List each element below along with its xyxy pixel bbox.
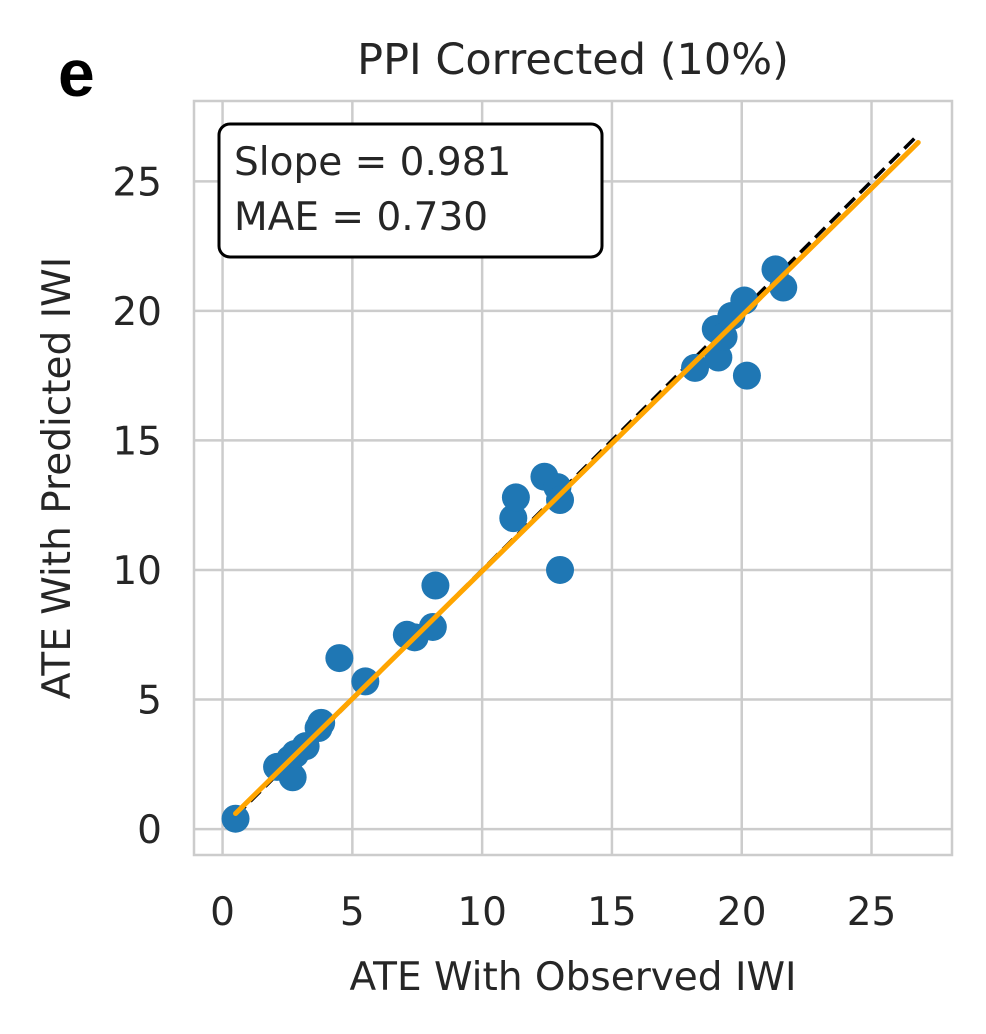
scatter-point (221, 804, 250, 833)
x-tick-label: 0 (210, 890, 235, 935)
scatter-point (421, 571, 450, 600)
x-tick-labels: 0 5 10 15 20 25 (210, 890, 896, 935)
x-tick-label: 25 (847, 890, 897, 935)
scatter-point (681, 353, 710, 382)
y-tick-labels: 0 5 10 15 20 25 (112, 160, 162, 853)
y-tick-label: 5 (137, 679, 162, 724)
scatter-point (546, 486, 575, 515)
scatter-point (499, 504, 528, 533)
y-tick-label: 15 (112, 419, 162, 464)
scatter-point (546, 555, 575, 584)
data-points (221, 139, 921, 833)
x-tick-label: 10 (457, 890, 507, 935)
plot-frame (192, 99, 954, 857)
y-tick-label: 0 (137, 808, 162, 853)
scatter-point (307, 708, 336, 737)
scatter-point (732, 361, 761, 390)
slope-text: Slope = 0.981 (234, 140, 511, 185)
x-tick-label: 20 (717, 890, 767, 935)
y-axis-label: ATE With Predicted IWI (35, 257, 80, 700)
y-tick-label: 25 (112, 160, 162, 205)
scatter-point (278, 763, 307, 792)
x-tick-label: 5 (340, 890, 365, 935)
y-tick-label: 20 (112, 290, 162, 335)
mae-text: MAE = 0.730 (234, 195, 488, 240)
scatter-point (325, 644, 354, 673)
x-tick-label: 15 (587, 890, 637, 935)
x-axis-label: ATE With Observed IWI (349, 955, 796, 1000)
chart-title: PPI Corrected (10%) (357, 35, 789, 85)
fit-line (233, 139, 921, 817)
stats-box (217, 122, 604, 259)
panel-label: e (58, 36, 95, 110)
stats-annotation: Slope = 0.981 MAE = 0.730 (217, 122, 604, 259)
scatter-point (351, 667, 380, 696)
y-tick-label: 10 (112, 549, 162, 594)
scatter-point (418, 612, 447, 641)
scatter-point (501, 483, 530, 512)
